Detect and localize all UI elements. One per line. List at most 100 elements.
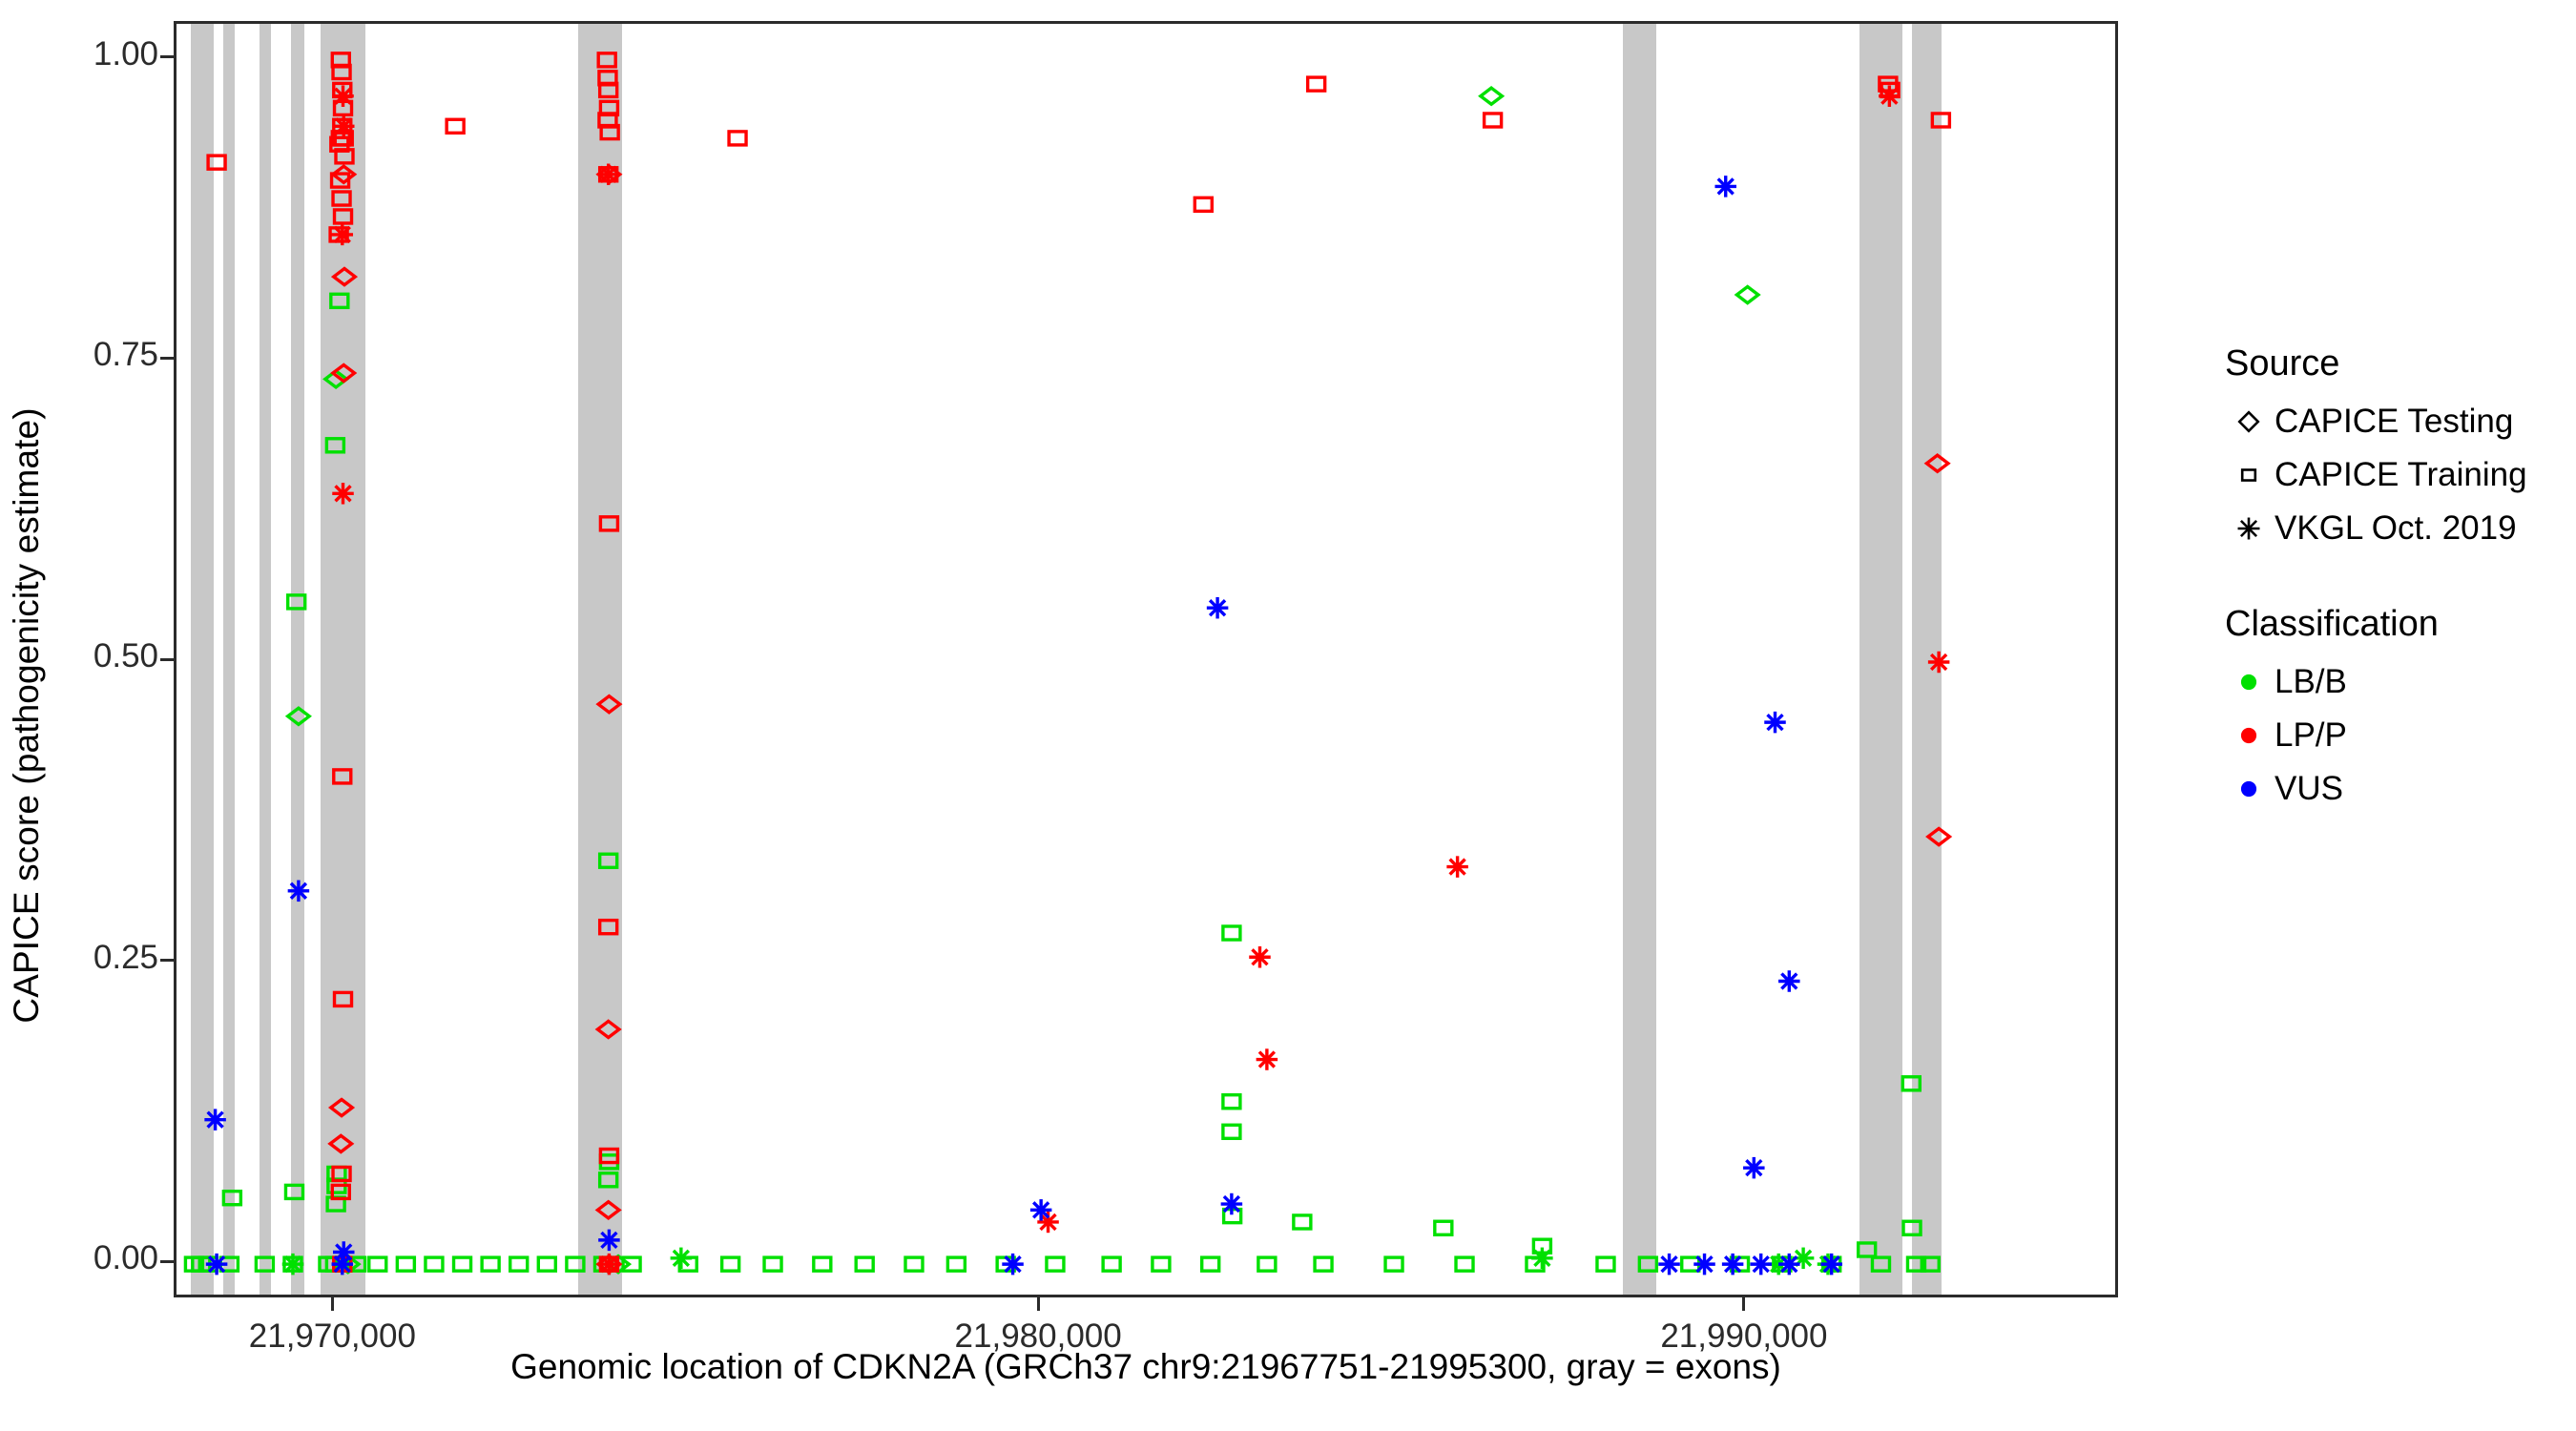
data-point-square — [1905, 1255, 1927, 1273]
data-point-asterisk — [1531, 1247, 1553, 1270]
data-point-square — [597, 852, 619, 869]
legend-key — [2223, 507, 2275, 550]
data-point-asterisk — [1002, 1253, 1024, 1275]
legend-item[interactable]: LP/P — [2223, 712, 2566, 759]
circle-icon — [2240, 674, 2257, 691]
data-point-asterisk — [1764, 711, 1786, 734]
data-point-asterisk — [331, 1253, 354, 1275]
data-point-square — [565, 1255, 586, 1273]
data-point-square — [727, 130, 748, 147]
data-point-square — [1292, 1213, 1313, 1231]
data-point-asterisk — [332, 483, 354, 505]
data-point-square — [598, 515, 620, 532]
legend-item[interactable]: LB/B — [2223, 658, 2566, 706]
data-point-square — [445, 117, 466, 135]
data-point-diamond — [322, 368, 350, 390]
data-point-square — [1637, 1255, 1659, 1273]
data-point-square — [1257, 1255, 1278, 1273]
x-tick-mark — [1742, 1297, 1746, 1311]
data-point-square — [1221, 924, 1242, 942]
data-point-asterisk — [1820, 1253, 1842, 1275]
exon-band — [1859, 24, 1902, 1295]
data-point-diamond — [284, 706, 312, 727]
data-point-square — [597, 1172, 619, 1189]
legend-item[interactable]: VKGL Oct. 2019 — [2223, 505, 2566, 552]
data-point-square — [1045, 1255, 1066, 1273]
legend-item[interactable]: CAPICE Training — [2223, 451, 2566, 499]
legend: Source CAPICE Testing CAPICE Training VKGL … — [2223, 343, 2566, 819]
data-point-asterisk — [598, 1229, 620, 1252]
data-point-square — [1595, 1255, 1616, 1273]
data-point-diamond — [327, 1097, 356, 1118]
data-point-asterisk — [597, 163, 619, 186]
legend-item[interactable]: VUS — [2223, 765, 2566, 813]
data-point-square — [599, 123, 620, 141]
data-point-diamond — [327, 1133, 355, 1154]
legend-title-source-legend: Source — [2225, 343, 2340, 384]
data-point-diamond — [594, 1019, 622, 1040]
data-point-square — [331, 1165, 352, 1183]
x-tick-label: 21,970,000 — [248, 1317, 416, 1355]
data-point-square — [945, 1255, 967, 1273]
legend-group-spacer — [2223, 558, 2566, 604]
data-point-asterisk — [1220, 1192, 1243, 1215]
legend-key — [2223, 400, 2275, 444]
y-tick-mark — [160, 356, 174, 360]
data-point-square — [1305, 75, 1327, 93]
y-tick-label: 1.00 — [93, 34, 158, 73]
asterisk-icon — [2237, 517, 2260, 540]
y-tick-mark — [160, 1259, 174, 1263]
data-point-asterisk — [1029, 1199, 1052, 1221]
data-point-asterisk — [281, 1253, 304, 1275]
data-point-asterisk — [1256, 1048, 1278, 1070]
legend-item-label: CAPICE Testing — [2275, 403, 2514, 440]
diamond-icon — [2237, 410, 2260, 433]
legend-item-label: VUS — [2275, 770, 2343, 807]
square-icon — [2240, 468, 2257, 482]
legend-item-label: VKGL Oct. 2019 — [2275, 509, 2517, 547]
series-square-LBB — [183, 292, 1941, 1273]
x-tick-label: 21,990,000 — [1660, 1317, 1828, 1355]
data-point-square — [854, 1255, 875, 1273]
data-point-asterisk — [1249, 946, 1271, 968]
data-point-square — [254, 1255, 276, 1273]
plot-area — [177, 24, 2115, 1295]
data-point-square — [1193, 196, 1214, 214]
data-point-asterisk — [1037, 1211, 1059, 1234]
legend-title-classification-legend: Classification — [2225, 604, 2439, 644]
data-point-diamond — [1734, 284, 1761, 305]
data-point-square — [329, 292, 350, 310]
data-point-square — [597, 81, 619, 99]
data-point-asterisk — [204, 1109, 226, 1130]
circle-icon — [2240, 727, 2257, 744]
data-point-square — [330, 1183, 351, 1201]
data-point-square — [367, 1255, 388, 1273]
y-tick-mark — [160, 657, 174, 661]
data-point-square — [206, 154, 227, 171]
data-point-square — [1930, 112, 1952, 129]
legend-item[interactable]: CAPICE Testing — [2223, 398, 2566, 446]
exon-band — [1623, 24, 1657, 1295]
data-point-square — [334, 148, 355, 165]
series-square-LPP — [206, 52, 1952, 1273]
data-point-square — [1454, 1255, 1475, 1273]
y-tick-label: 0.50 — [93, 637, 158, 674]
data-point-square — [621, 1255, 642, 1273]
legend-key — [2223, 714, 2275, 757]
data-point-square — [762, 1255, 783, 1273]
data-point-square — [1383, 1255, 1404, 1273]
series-diamond-LBB — [284, 86, 1761, 1275]
plot-panel — [174, 21, 2118, 1297]
data-point-asterisk — [598, 1253, 620, 1275]
x-tick-mark — [1036, 1297, 1040, 1311]
y-tick-mark — [160, 55, 174, 59]
data-point-square — [812, 1255, 833, 1273]
data-point-square — [1433, 1219, 1454, 1236]
data-point-diamond — [330, 266, 359, 287]
data-point-square — [330, 130, 351, 147]
data-point-diamond — [594, 1199, 622, 1221]
circle-icon — [2240, 780, 2257, 798]
data-point-asterisk — [331, 223, 354, 246]
data-point-asterisk — [1693, 1253, 1715, 1275]
